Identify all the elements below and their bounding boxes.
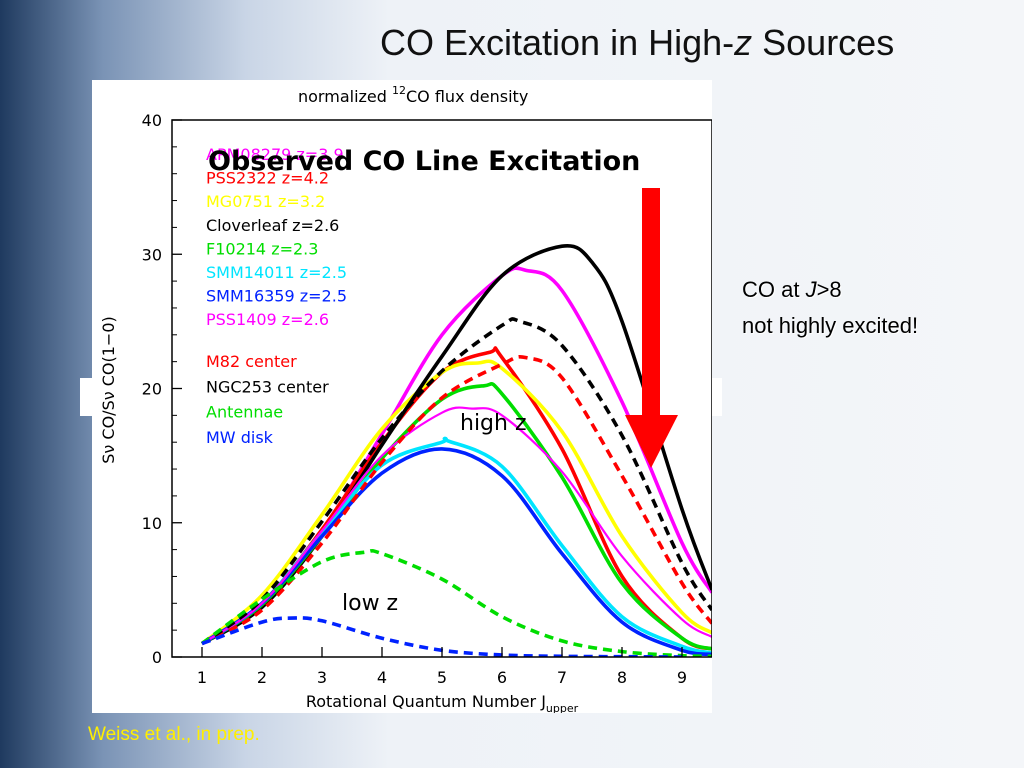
- legend-entry: NGC253 center: [206, 377, 329, 396]
- y-tick-label: 30: [142, 245, 162, 264]
- credit-text: Weiss et al., in prep.: [88, 724, 260, 745]
- x-tick-label: 2: [257, 668, 267, 687]
- x-tick-label: 1: [197, 668, 207, 687]
- series-line: [201, 406, 712, 645]
- legend-entry: MG0751 z=3.2: [206, 192, 325, 211]
- co-excitation-chart: 0 10 20 30 40 1 2 3 4 5 6 7 8 9 normalized 12CO flux …: [99, 84, 713, 715]
- arrow-head: [625, 415, 678, 468]
- annotation-low-z: low z: [342, 591, 398, 616]
- side-note: CO at J>8 not highly excited!: [742, 272, 918, 344]
- legend-entry: PSS2322 z=4.2: [206, 169, 329, 188]
- x-axis-label: Rotational Quantum Number Jupper: [306, 692, 579, 713]
- legend-entry: MW disk: [206, 428, 274, 447]
- y-axis-label: Sν CO/Sν CO(1−0): [99, 316, 118, 464]
- y-tick-label: 0: [152, 648, 162, 667]
- overlay-title: Observed CO Line Excitation: [208, 146, 640, 177]
- y-tick-label: 20: [142, 380, 162, 399]
- series-line: [200, 447, 712, 657]
- legend-entry: SMM14011 z=2.5: [206, 263, 347, 282]
- series-line: [200, 359, 712, 646]
- legend-entry: Cloverleaf z=2.6: [206, 216, 339, 235]
- x-tick-label: 5: [437, 668, 447, 687]
- legend-entry: PSS1409 z=2.6: [206, 310, 329, 329]
- chart-title: normalized 12CO flux density: [298, 84, 528, 106]
- series-line: [200, 548, 712, 657]
- side-note-line2: not highly excited!: [742, 313, 919, 338]
- x-tick-label: 4: [377, 668, 387, 687]
- x-tick-label: 8: [617, 668, 627, 687]
- legend-entry: F10214 z=2.3: [206, 239, 318, 258]
- side-note-line1: CO at J>8: [742, 277, 842, 302]
- chart-panel: 0 10 20 30 40 1 2 3 4 5 6 7 8 9 normalized 12CO flux …: [92, 80, 713, 715]
- legend-entry: M82 center: [206, 352, 297, 371]
- y-tick-label: 40: [142, 111, 162, 130]
- series-group: [200, 243, 712, 657]
- x-tick-label: 7: [557, 668, 567, 687]
- legend-entry: Antennae: [206, 403, 283, 422]
- legend-entry: SMM16359 z=2.5: [206, 287, 347, 306]
- series-line: [200, 317, 712, 646]
- x-tick-label: 6: [497, 668, 507, 687]
- arrow-shaft: [642, 188, 660, 420]
- x-tick-label: 9: [677, 668, 687, 687]
- slide-title: CO Excitation in High-z Sources: [380, 22, 895, 63]
- y-tick-label: 10: [142, 514, 162, 533]
- series-line: [200, 436, 712, 655]
- x-tick-label: 3: [317, 668, 327, 687]
- legend-entry: APM08279 z=3.9: [206, 145, 344, 164]
- annotation-high-z: high z: [460, 411, 527, 436]
